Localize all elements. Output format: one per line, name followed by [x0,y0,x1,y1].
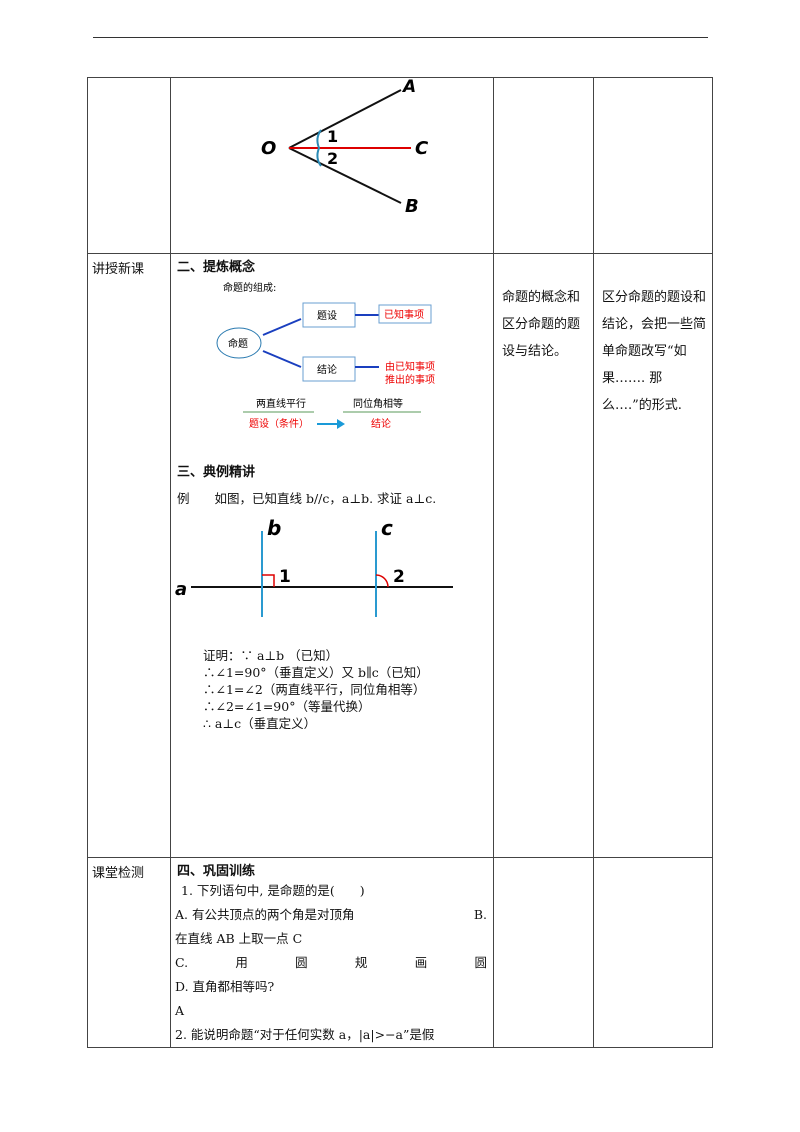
conclusion-node: 结论 [317,363,337,376]
label-c: C [415,138,429,159]
option-c: C. 用圆规画圆 [175,955,487,970]
derived-facts-1: 由已知事项 [385,360,435,373]
section-heading-2: 二、提炼概念 [177,260,256,275]
proof-line: ∴∠1=90°（垂直定义）又 b∥c（已知） [203,665,429,680]
proof-line: ∴∠2=∠1=90°（等量代换） [203,699,371,714]
label-b: B [405,196,419,217]
line-c-label: c [381,516,393,540]
root-node: 命题 [228,337,248,350]
angle-2-label: 2 [327,149,338,168]
answer: A [175,1003,185,1018]
option-d: D. 直角都相等吗? [175,979,275,994]
derived-facts-2: 推出的事项 [385,373,435,386]
new-lesson-content: 二、提炼概念 命题的组成: 命题 题设 结论 已知事项 由已知事项 推出的事项 … [170,253,494,858]
example-statement: 例 如图，已知直线 b//c，a⊥b. 求证 a⊥c. [177,491,437,506]
section-heading-4: 四、巩固训练 [177,864,256,879]
known-facts: 已知事项 [384,308,424,321]
line-a-label: a [175,579,187,600]
proof-line: 证明：∵ a⊥b （已知） [203,648,339,663]
proof: 证明：∵ a⊥b （已知） ∴∠1=90°（垂直定义）又 b∥c（已知） ∴∠1… [203,647,493,732]
conclusion-label: 结论 [371,417,391,430]
hypothesis-condition: 题设（条件） [249,417,309,430]
lesson-table: O A C B 1 2 讲授新课 二、提炼概念 命题的组成: 命题 题设 结论 … [87,77,713,1048]
parallel-lines-figure: a b c 1 2 [175,516,453,617]
line-b-label: b [267,516,281,540]
label-a: A [401,78,416,97]
angle-figure-cell: O A C B 1 2 [170,77,494,254]
proof-line: ∴ a⊥c（垂直定义） [203,716,317,731]
row1-label-cell [87,77,171,254]
angle-1-label: 1 [327,127,338,146]
header-rule [93,37,708,38]
proposition-structure-diagram: 命题的组成: 命题 题设 结论 已知事项 由已知事项 推出的事项 两直线平行 同… [216,281,435,430]
row-label-new-lesson: 讲授新课 [87,253,171,858]
option-b: 在直线 AB 上取一点 C [175,931,303,946]
arrow-icon [317,419,345,429]
example-conclusion: 同位角相等 [353,397,403,410]
skill-note: 区分命题的题设和结论，会把一些简单命题改写“如果……. 那么….”的形式. [602,290,707,413]
angle-bisector-figure: O A C B 1 2 [261,77,429,217]
diagram-title: 命题的组成: [223,281,276,294]
label-o: O [261,138,276,159]
angle-1-label: 1 [279,567,291,587]
hypothesis-node: 题设 [317,310,337,322]
example-hypothesis: 两直线平行 [256,397,306,410]
option-b-label: B. [473,907,487,922]
row-label-class-check: 课堂检测 [87,857,171,1048]
proof-line: ∴∠1=∠2（两直线平行，同位角相等） [203,682,426,697]
question-2: 2. 能说明命题“对于任何实数 a，|a|>−a”是假 [175,1027,435,1042]
practice-content: 四、巩固训练 1. 下列语句中, 是命题的是( ) A. 有公共顶点的两个角是对… [170,857,494,1048]
objective-note: 命题的概念和区分命题的题设与结论。 [502,290,581,359]
option-a: A. 有公共顶点的两个角是对顶角 [175,907,355,922]
question-1: 1. 下列语句中, 是命题的是( ) [181,883,365,898]
section-heading-3: 三、典例精讲 [177,465,256,480]
angle-2-label: 2 [393,567,405,587]
